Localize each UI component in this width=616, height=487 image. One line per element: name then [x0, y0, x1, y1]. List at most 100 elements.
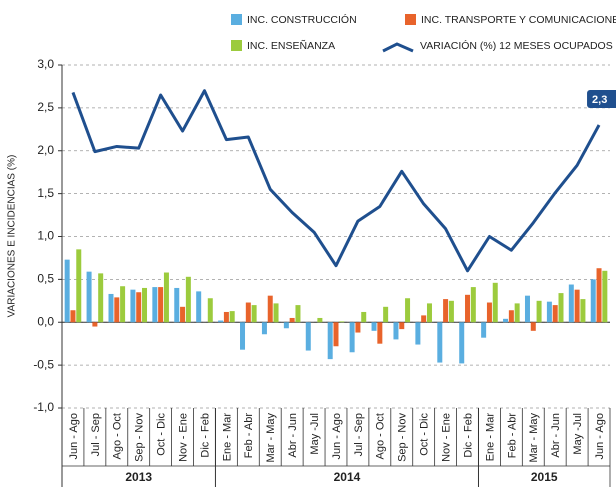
x-tick-label: Jul - Sep: [90, 413, 102, 456]
bar: [92, 322, 98, 327]
bar: [108, 293, 114, 323]
legend-swatch: [405, 14, 416, 25]
x-tick-label: Jun - Ago: [331, 413, 343, 459]
bar: [240, 322, 246, 350]
bar: [76, 249, 82, 323]
x-tick-label: Ene - Mar: [484, 413, 496, 462]
x-tick-label: Jul - Sep: [353, 413, 365, 456]
legend-label: VARIACIÓN (%) 12 MESES OCUPADOS: [420, 39, 613, 52]
x-tick-label: Nov - Ene: [441, 413, 453, 462]
bar: [355, 322, 361, 333]
legend-swatch: [231, 14, 242, 25]
bar: [568, 284, 574, 323]
x-tick-label: Abr - Jun: [287, 413, 299, 458]
bar: [305, 322, 311, 351]
bar: [267, 295, 273, 323]
bar: [223, 311, 229, 323]
legend-label: INC. TRANSPORTE Y COMUNICACIONES: [421, 14, 616, 26]
x-tick-label: Abr - Jun: [550, 413, 562, 458]
bar: [383, 306, 389, 323]
y-tick-label: -0,5: [33, 357, 54, 371]
bar: [349, 322, 355, 353]
bar: [158, 287, 164, 323]
x-tick-label: Jun - Ago: [68, 413, 80, 459]
bar: [448, 300, 454, 323]
bar: [86, 271, 92, 323]
y-tick-label: 3,0: [37, 57, 54, 71]
annotation-box: [587, 90, 616, 109]
legend-swatch: [382, 42, 414, 53]
bar: [459, 322, 465, 364]
bar: [371, 322, 377, 331]
bar: [218, 320, 224, 323]
x-tick-label: Mar - May: [265, 413, 277, 463]
y-axis-label: VARIACIONES E INCIDENCIAS (%): [7, 155, 18, 318]
x-tick-label: Nov - Ene: [177, 413, 189, 462]
bar: [283, 322, 289, 329]
line: [71, 89, 601, 273]
y-tick-label: 1,0: [37, 229, 54, 243]
bar: [558, 293, 564, 323]
bar: [174, 287, 180, 323]
bar: [333, 322, 339, 347]
group-label: 2014: [334, 470, 361, 484]
bar: [163, 272, 169, 323]
legend-label: INC. CONSTRUCCIÓN: [247, 13, 357, 26]
bar: [602, 270, 608, 323]
bar: [70, 310, 76, 323]
bar: [596, 268, 602, 323]
bar: [120, 286, 126, 323]
bar: [229, 311, 235, 323]
legend-swatch: [231, 40, 242, 51]
bar: [393, 322, 399, 340]
x-tick-label: May -Jul: [309, 413, 321, 455]
bar: [514, 303, 520, 323]
x-tick-label: Oct - Dic: [156, 413, 168, 456]
bar: [524, 295, 530, 323]
x-tick-label: Oct - Dic: [419, 413, 431, 456]
bar: [399, 322, 405, 330]
bar: [426, 303, 432, 323]
bar: [261, 322, 267, 335]
bar: [295, 305, 301, 323]
bar: [530, 322, 536, 331]
group-label: 2013: [125, 470, 152, 484]
bar: [273, 303, 279, 323]
x-tick-label: May -Jul: [572, 413, 584, 455]
bar: [574, 289, 580, 323]
bar: [492, 282, 498, 323]
bar: [377, 322, 383, 344]
bar: [590, 279, 596, 323]
bar: [317, 317, 323, 323]
y-tick-label: 0,0: [37, 314, 54, 328]
x-tick-label: Ene - Mar: [221, 413, 233, 462]
x-tick-label: Sep - Nov: [397, 413, 409, 462]
bar: [421, 315, 427, 323]
bar: [152, 287, 158, 323]
bar: [470, 287, 476, 323]
bar: [465, 294, 471, 323]
y-tick-label: -1,0: [33, 400, 54, 414]
bar: [536, 300, 542, 323]
bar: [185, 276, 191, 323]
bar: [552, 305, 558, 323]
x-tick-label: Jun - Ago: [594, 413, 606, 459]
legend-label: INC. ENSEÑANZA: [247, 39, 335, 52]
bar: [251, 305, 257, 323]
bar: [481, 322, 487, 338]
bar: [405, 298, 411, 323]
group-label: 2015: [531, 470, 558, 484]
bar: [546, 301, 552, 323]
x-tick-label: Mar - May: [528, 413, 540, 463]
bar: [180, 306, 186, 323]
bar: [130, 289, 136, 323]
x-tick-label: Ago - Oct: [375, 413, 387, 459]
bar: [327, 322, 333, 360]
bar: [361, 311, 367, 323]
bar: [339, 321, 345, 323]
bar: [580, 299, 586, 323]
x-tick-label: Dic - Feb: [462, 413, 474, 458]
bar: [142, 287, 148, 323]
bar: [114, 297, 120, 323]
